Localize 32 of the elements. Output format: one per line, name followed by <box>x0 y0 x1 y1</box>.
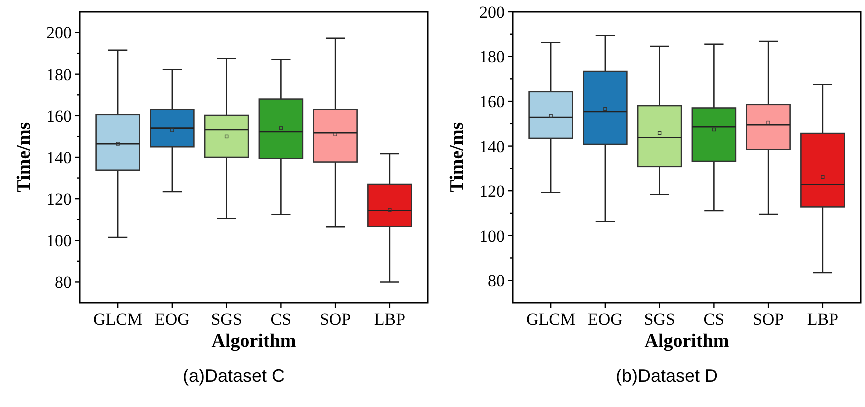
y-tick-label: 180 <box>480 48 505 67</box>
y-axis-title: Time/ms <box>447 122 468 193</box>
x-axis-title: Algorithm <box>644 331 730 352</box>
x-tick-label: SOP <box>320 310 352 329</box>
y-tick-label: 200 <box>46 24 72 43</box>
x-tick-label: EOG <box>154 310 190 329</box>
y-tick-label: 160 <box>480 92 505 112</box>
y-tick-label: 120 <box>480 182 505 202</box>
x-tick-label: CS <box>270 310 292 329</box>
y-tick-label: 100 <box>46 232 72 251</box>
y-tick-label: 80 <box>488 272 505 291</box>
y-tick-label: 120 <box>46 190 72 210</box>
x-tick-label: EOG <box>588 310 623 329</box>
y-tick-label: 140 <box>480 137 505 156</box>
x-tick-label: GLCM <box>94 310 143 329</box>
y-tick-label: 100 <box>480 226 505 246</box>
text: (b)Dataset D <box>616 366 718 386</box>
x-tick-label: LBP <box>374 310 406 329</box>
y-tick-label: 180 <box>46 65 72 84</box>
x-tick-label: CS <box>704 310 725 329</box>
x-tick-label: SGS <box>211 310 242 329</box>
x-tick-label: SGS <box>644 310 676 329</box>
x-tick-label: LBP <box>807 310 839 329</box>
y-tick-label: 160 <box>46 106 72 126</box>
y-tick-label: 140 <box>46 148 72 168</box>
x-tick-label: SOP <box>752 310 784 329</box>
y-tick-label: 200 <box>480 2 505 22</box>
x-tick-label: GLCM <box>526 310 576 329</box>
text: (a)Dataset C <box>182 366 286 386</box>
y-tick-label: 80 <box>55 273 72 292</box>
x-axis-title: Algorithm <box>212 331 296 352</box>
y-axis-title: Time/ms <box>14 122 35 193</box>
